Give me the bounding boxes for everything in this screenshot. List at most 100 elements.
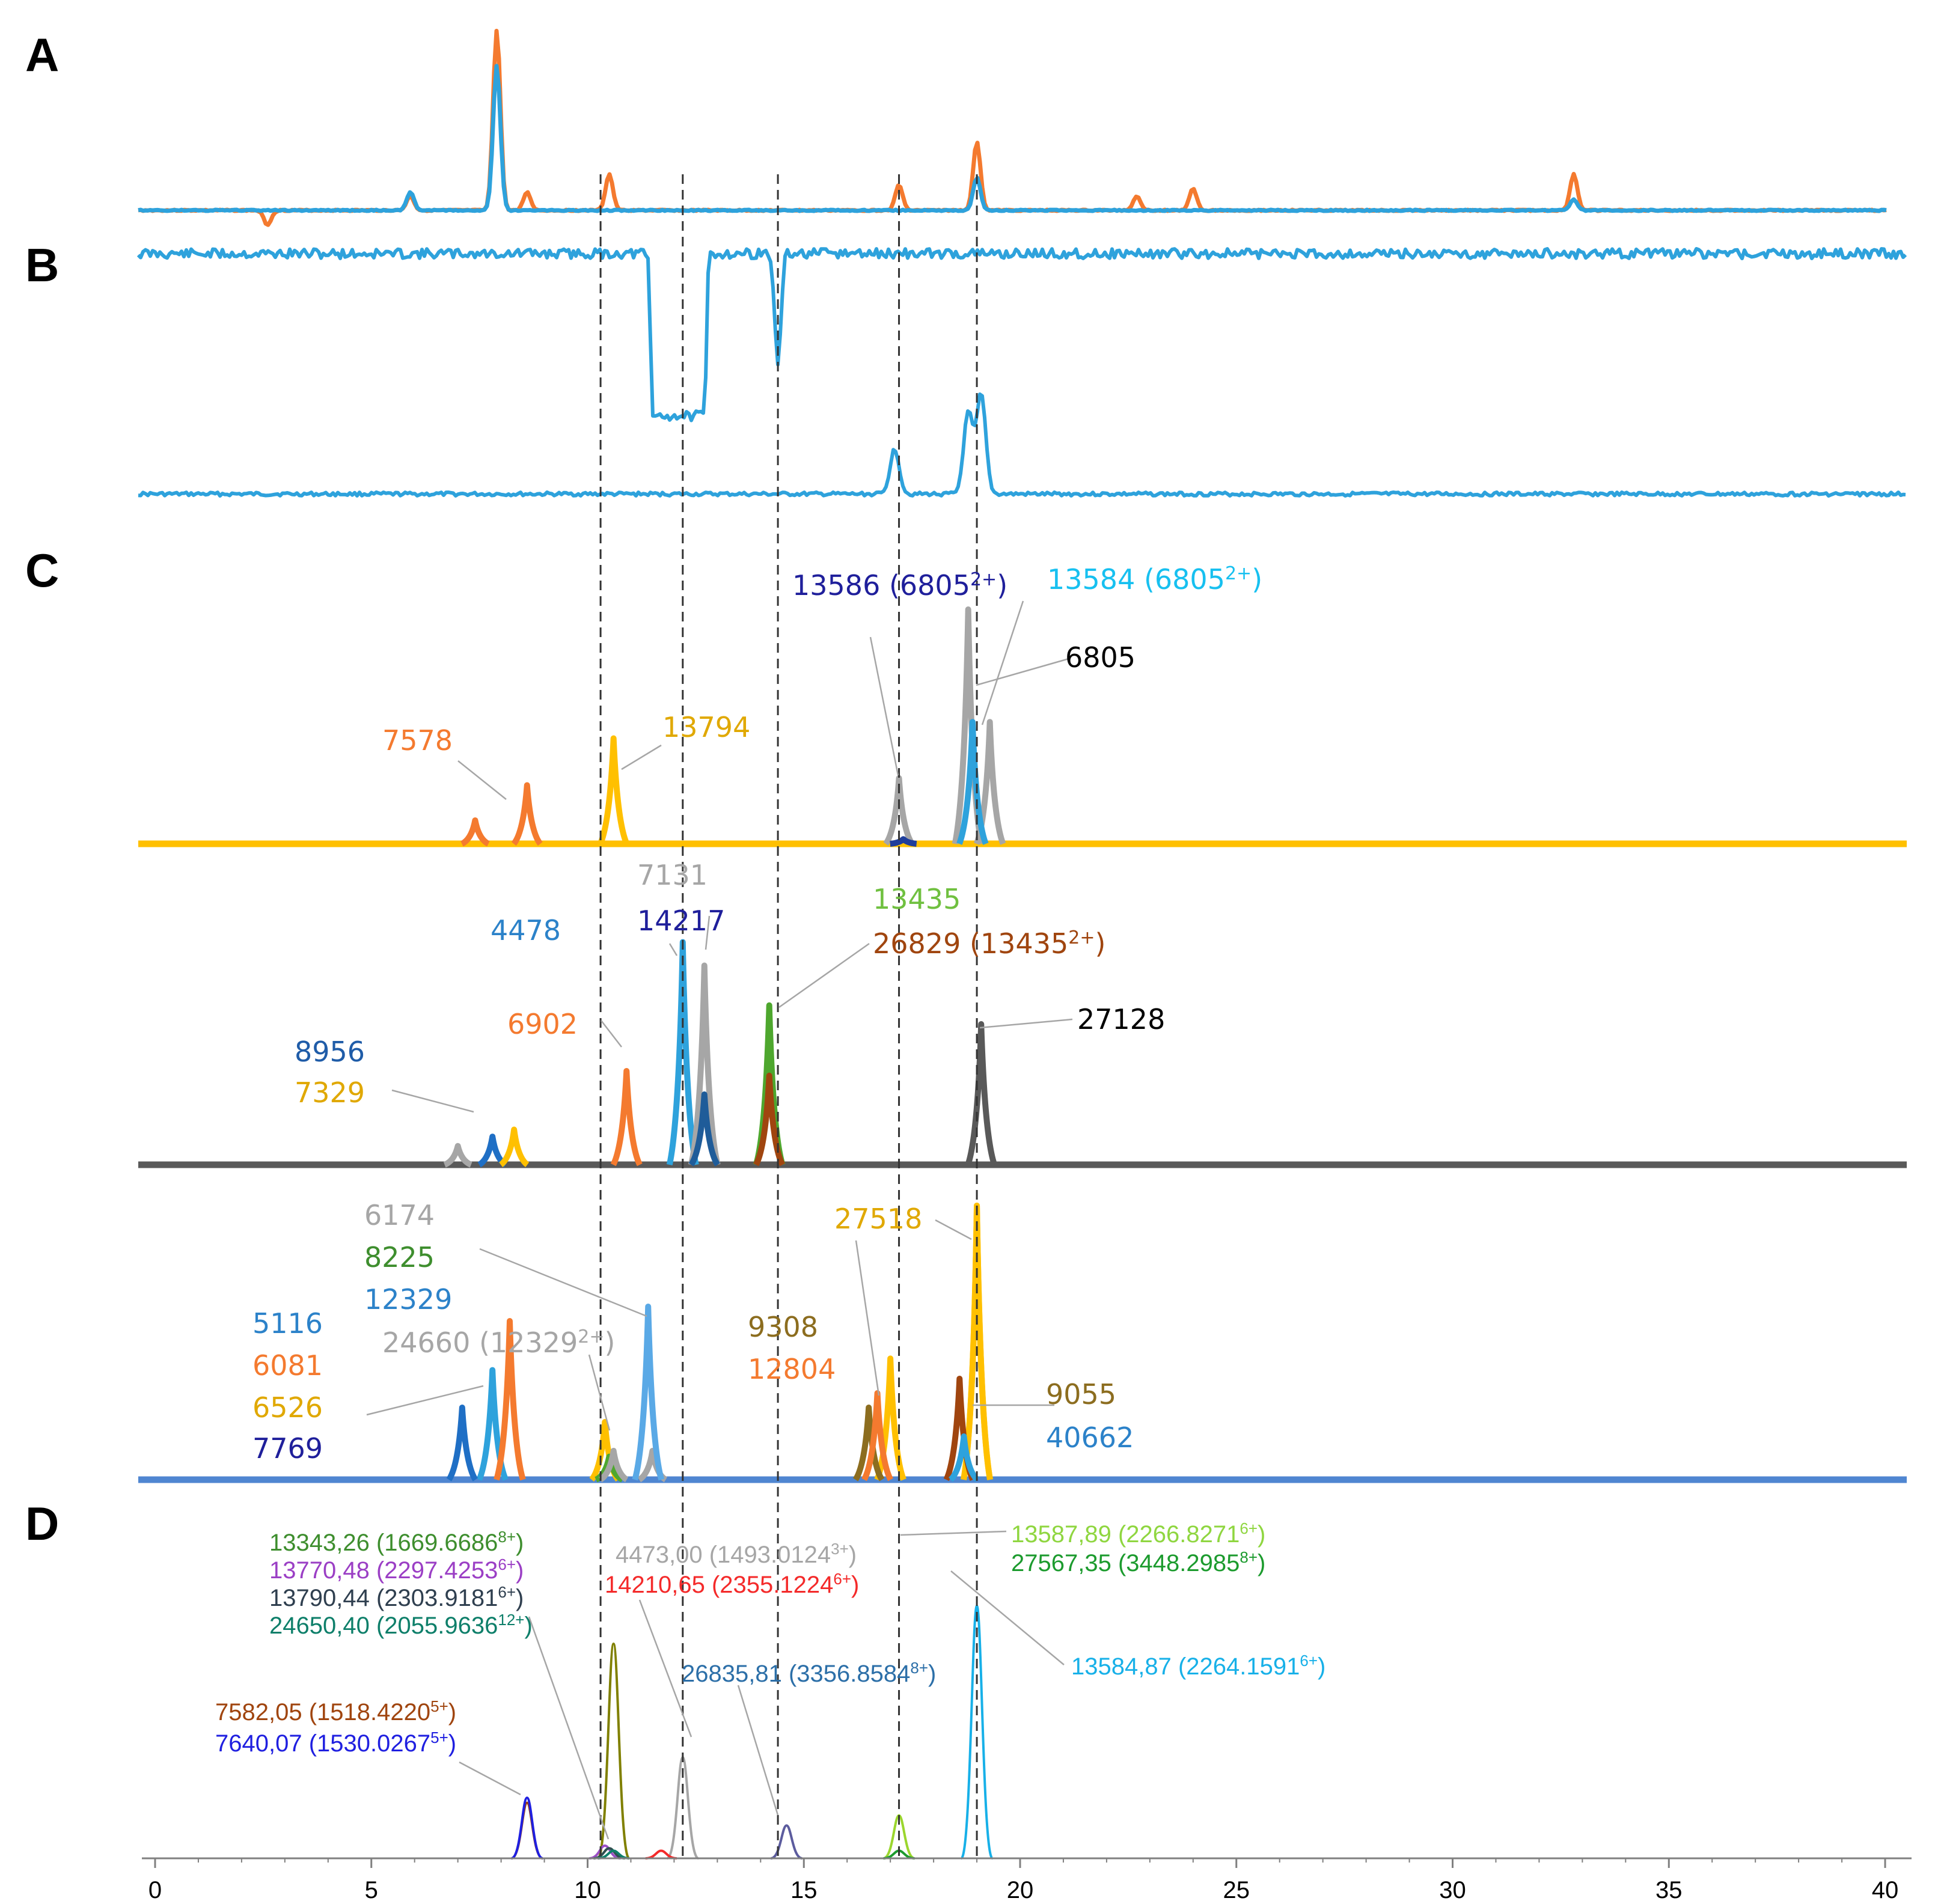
annotation-closing-paren: ) (516, 1585, 524, 1611)
leader-line-11 (391, 1089, 474, 1113)
annotation-main-text: 7582,05 (1518.4220 (215, 1699, 430, 1726)
leader-line-8 (778, 942, 870, 1008)
annotation-31: 24650,40 (2055.963612+) (269, 1611, 533, 1639)
annotation-main-text: 7769 (252, 1432, 323, 1465)
leader-line-15 (366, 1385, 484, 1416)
panel-d-peak-7640-07-0 (510, 1796, 543, 1860)
panel-c2-peak-27128-0 (965, 1021, 998, 1166)
annotation-23: 12804 (748, 1353, 836, 1385)
panel-c1-peak-7578-0 (460, 817, 490, 847)
panel-d-peak-13790-44-0 (593, 1847, 625, 1860)
trace-layer (136, 28, 1907, 498)
annotation-33: 14210,65 (2355.12246+) (605, 1570, 859, 1598)
x-tick-label-2: 10 (574, 1877, 601, 1903)
annotation-main-text: 13790,44 (2303.9181 (269, 1585, 498, 1611)
x-tick-label-1: 5 (365, 1877, 378, 1903)
annotation-2: 13584 (68052+) (1047, 563, 1262, 596)
panel-c2-peak-14217-0 (688, 1091, 721, 1167)
x-tick-label-3: 15 (790, 1877, 818, 1903)
annotation-main-text: 7578 (382, 724, 453, 757)
panel-b-upper-trace (136, 247, 1907, 423)
annotation-17: 12329 (364, 1283, 452, 1316)
panel-c1-peak-13794-0 (598, 735, 630, 846)
annotation-main-text: 13587,89 (2266.8271 (1011, 1521, 1240, 1548)
annotation-charge-superscript: 8+ (910, 1659, 928, 1677)
annotation-charge-superscript: 6+ (1300, 1652, 1318, 1670)
leader-line-21 (900, 1530, 1007, 1536)
annotation-charge-superscript: 5+ (430, 1697, 448, 1715)
annotation-main-text: 13343,26 (1669.6686 (269, 1530, 498, 1556)
leader-line-17 (588, 1354, 611, 1431)
annotation-closing-paren: ) (849, 1542, 857, 1568)
panel-c1-peak-7578-1 (511, 782, 543, 846)
annotation-charge-superscript: 5+ (430, 1729, 448, 1747)
annotation-closing-paren: ) (851, 1572, 859, 1598)
annotation-19: 5116 (252, 1307, 323, 1340)
annotation-5: 13794 (662, 711, 750, 743)
panel-d-peak-13770-48-0 (589, 1844, 621, 1860)
annotation-main-text: 13770,48 (2297.4253 (269, 1557, 498, 1584)
annotation-4: 7578 (382, 724, 453, 757)
annotation-main-text: 6081 (252, 1349, 323, 1382)
annotation-main-text: 12804 (748, 1353, 836, 1385)
annotation-charge-superscript: 2+ (578, 1326, 604, 1347)
annotation-charge-superscript: 6+ (498, 1555, 516, 1573)
annotation-main-text: 7131 (637, 859, 708, 891)
annotation-charge-superscript: 2+ (1068, 927, 1095, 948)
annotation-closing-paren: ) (1095, 927, 1105, 960)
annotation-28: 13343,26 (1669.66868+) (269, 1528, 524, 1556)
annotation-closing-paren: ) (516, 1557, 524, 1584)
panel-a-trace-2 (138, 64, 1887, 213)
leader-line-10 (979, 1018, 1073, 1029)
panel-c2-peak-7329-0 (498, 1126, 530, 1168)
annotation-11: 6902 (507, 1008, 578, 1040)
panel-c1-peak-13586-6805-2--0 (890, 836, 917, 847)
panel-label-c: C (25, 544, 59, 597)
leader-line-3 (976, 658, 1069, 686)
annotation-main-text: 6174 (364, 1199, 435, 1231)
leader-line-19 (638, 1599, 692, 1738)
annotation-24: 6526 (252, 1391, 323, 1424)
panel-d-peak-14210-65-0 (645, 1849, 677, 1860)
annotation-charge-superscript: 6+ (498, 1583, 516, 1601)
annotation-32: 4473,00 (1493.01243+) (616, 1540, 857, 1568)
leader-line-18 (528, 1616, 610, 1840)
annotation-22: 24660 (123292+) (382, 1326, 615, 1359)
panel-b-lower-trace (138, 392, 1906, 498)
leader-line-layer (366, 600, 1073, 1840)
x-tick-label-4: 20 (1007, 1877, 1034, 1903)
leader-line-9 (601, 1020, 622, 1048)
annotation-charge-superscript: 6+ (1240, 1519, 1258, 1537)
annotation-closing-paren: ) (604, 1326, 615, 1359)
annotation-20: 9308 (748, 1311, 818, 1343)
annotation-main-text: 7329 (295, 1076, 365, 1109)
annotation-main-text: 13794 (662, 711, 750, 743)
annotation-closing-paren: ) (1258, 1550, 1265, 1576)
annotation-36: 13584,87 (2264.15916+) (1071, 1652, 1325, 1680)
panel-c3-peak-40662-0 (948, 1433, 980, 1482)
annotation-13: 8956 (295, 1036, 365, 1068)
annotation-main-text: 26829 (13435 (873, 927, 1068, 960)
x-tick-label-8: 40 (1872, 1877, 1899, 1903)
reference-line-layer (599, 174, 978, 1858)
annotation-27: 40662 (1046, 1421, 1134, 1454)
leader-line-22 (950, 1570, 1065, 1665)
x-tick-label-0: 0 (148, 1877, 162, 1903)
annotation-12: 27128 (1077, 1003, 1165, 1036)
annotation-main-text: 24650,40 (2055.9636 (269, 1613, 498, 1639)
annotation-closing-paren: ) (516, 1530, 524, 1556)
annotation-closing-paren: ) (1258, 1521, 1265, 1548)
annotation-main-text: 24660 (12329 (382, 1326, 578, 1359)
panel-c2-peak-7131-1 (688, 962, 721, 1166)
annotation-main-text: 27567,35 (3448.2985 (1011, 1550, 1240, 1576)
baseline-layer (138, 840, 1907, 1483)
panel-c2-peak-8956-0 (477, 1134, 508, 1168)
peak-layer (443, 606, 1006, 1860)
annotation-main-text: 9308 (748, 1311, 818, 1343)
panel-label-d: D (25, 1497, 59, 1550)
annotation-main-text: 8956 (295, 1036, 365, 1068)
panel-c3-peak-6081-0 (494, 1318, 526, 1481)
annotation-21: 6081 (252, 1349, 323, 1382)
annotation-main-text: 14217 (637, 905, 725, 937)
